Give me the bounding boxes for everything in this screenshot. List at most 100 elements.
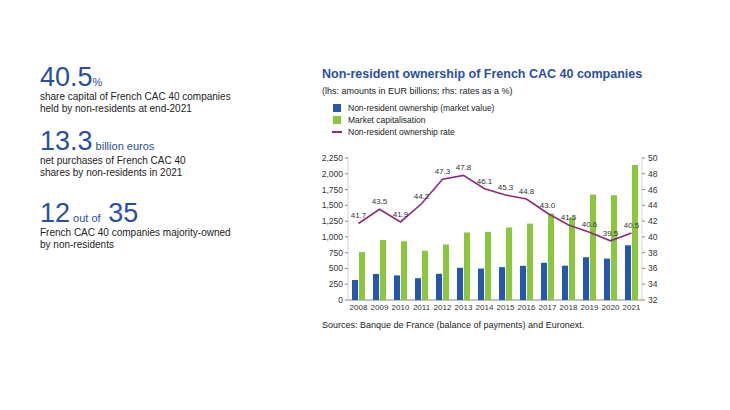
x-tick-label: 2016 — [518, 303, 536, 312]
x-tick-label: 2015 — [497, 303, 515, 312]
bar — [548, 214, 554, 300]
bar — [415, 278, 421, 300]
bar — [611, 195, 617, 300]
y-tick-label: 1,000 — [322, 232, 344, 242]
y-tick — [345, 268, 348, 269]
legend-swatch — [332, 131, 342, 133]
x-tick-label: 2018 — [560, 303, 578, 312]
y-tick — [345, 284, 348, 285]
data-label: 44.8 — [519, 187, 535, 196]
y-tick-label: 0 — [338, 295, 343, 305]
y2-tick-label: 44 — [648, 200, 658, 210]
x-tick-label: 2017 — [539, 303, 557, 312]
y2-tick — [642, 221, 645, 222]
y2-tick-label: 32 — [648, 295, 658, 305]
data-label: 41.5 — [561, 213, 577, 222]
key-figure-value: 12 — [40, 198, 70, 228]
key-figure-text: share capital of French CAC 40 companies — [40, 91, 231, 102]
rate-line — [359, 175, 632, 240]
x-tick-label: 2014 — [476, 303, 494, 312]
data-label: 47.3 — [435, 167, 451, 176]
legend-label: Market capitalisation — [348, 115, 426, 125]
y2-tick — [642, 268, 645, 269]
data-label: 43.5 — [372, 197, 388, 206]
y-tick — [345, 300, 348, 301]
y-tick — [345, 236, 348, 237]
x-tick-label: 2013 — [455, 303, 473, 312]
y2-tick — [642, 158, 645, 159]
bar — [457, 268, 463, 300]
y-tick — [345, 205, 348, 206]
key-figure-text: held by non-residents at end-2021 — [40, 103, 192, 114]
x-tick-label: 2011 — [413, 303, 431, 312]
x-tick-label: 2019 — [581, 303, 599, 312]
y2-tick-label: 34 — [648, 279, 658, 289]
bar — [632, 165, 638, 300]
data-labels: 41.743.541.944.247.347.846.145.344.843.0… — [351, 163, 640, 237]
bar — [373, 274, 379, 300]
y-tick-label: 1,750 — [322, 185, 344, 195]
data-label: 43.0 — [540, 201, 556, 210]
bar — [394, 275, 400, 300]
key-figure-value: 13.3 — [40, 126, 93, 156]
y2-tick-label: 48 — [648, 169, 658, 179]
y2-axis — [642, 158, 643, 300]
bar — [499, 267, 505, 300]
y-tick — [345, 221, 348, 222]
data-label: 39.5 — [603, 229, 619, 238]
x-tick-label: 2010 — [392, 303, 410, 312]
data-label: 46.1 — [477, 177, 493, 186]
y2-tick — [642, 300, 645, 301]
data-label: 41.7 — [351, 211, 367, 220]
bar — [590, 195, 596, 300]
bar — [485, 232, 491, 300]
bar — [583, 257, 589, 300]
chart-title: Non-resident ownership of French CAC 40 … — [322, 67, 642, 81]
y-tick — [345, 158, 348, 159]
bar — [527, 224, 533, 300]
bar — [380, 240, 386, 300]
data-label: 45.3 — [498, 183, 514, 192]
bar — [359, 252, 365, 300]
y-tick-label: 500 — [329, 263, 343, 273]
y-tick-label: 1,250 — [322, 216, 344, 226]
legend-swatch — [333, 116, 341, 124]
y2-tick — [642, 252, 645, 253]
key-figure-text: by non-residents — [40, 239, 114, 250]
y2-tick — [642, 205, 645, 206]
key-figure-text: net purchases of French CAC 40 — [40, 155, 186, 166]
y-axis — [348, 158, 349, 300]
y-tick-label: 2,250 — [322, 153, 344, 163]
bar — [562, 266, 568, 300]
x-tick-label: 2012 — [434, 303, 452, 312]
y2-tick — [642, 173, 645, 174]
bar — [352, 280, 358, 300]
y2-tick — [642, 189, 645, 190]
y-tick-label: 250 — [329, 279, 343, 289]
y-tick-label: 1,500 — [322, 200, 344, 210]
x-tick-label: 2020 — [602, 303, 620, 312]
data-label: 47.8 — [456, 163, 472, 172]
y-tick-label: 2,000 — [322, 169, 344, 179]
chart-subtitle: (lhs: amounts in EUR billions; rhs: rate… — [322, 86, 513, 96]
key-figure-unit: % — [93, 76, 103, 88]
bar — [464, 232, 470, 300]
bar — [422, 251, 428, 300]
data-label: 44.2 — [414, 192, 430, 201]
legend-label: Non-resident ownership rate — [348, 127, 455, 137]
x-tick-label: 2008 — [350, 303, 368, 312]
y-tick — [345, 173, 348, 174]
bar — [604, 259, 610, 300]
bar — [541, 263, 547, 300]
data-label: 40.6 — [582, 220, 598, 229]
bar — [625, 245, 631, 300]
y2-tick-label: 50 — [648, 153, 658, 163]
bar — [569, 217, 575, 300]
y2-tick-label: 42 — [648, 216, 658, 226]
y2-tick-label: 40 — [648, 232, 658, 242]
y-tick — [345, 252, 348, 253]
plot-marks — [352, 165, 638, 300]
bar — [520, 266, 526, 300]
key-figure-text: French CAC 40 companies majority-owned — [40, 227, 231, 238]
x-axis — [348, 300, 642, 301]
